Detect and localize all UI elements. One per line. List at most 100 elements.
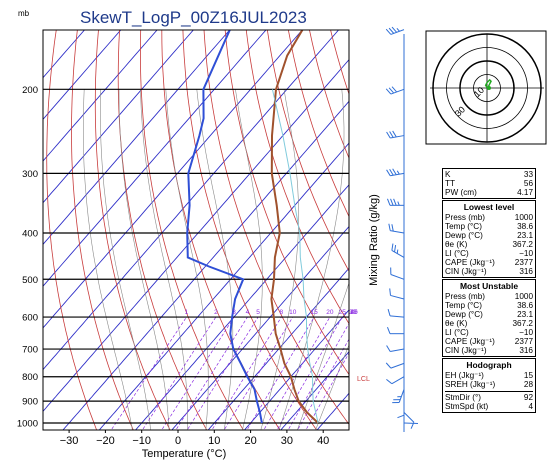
- moist-adiabat-line: [260, 89, 299, 430]
- mixing-ratio-tick-label: 25: [339, 309, 347, 316]
- wind-barb-flag: [385, 88, 392, 95]
- mixing-ratio-tick-label: 5: [256, 309, 260, 316]
- moist-adiabat-line: [83, 89, 133, 430]
- wind-barb-staff: [390, 315, 405, 318]
- wind-barb-flag: [410, 422, 415, 429]
- x-tick-label: −20: [96, 435, 115, 447]
- mixing-ratio-line: [141, 316, 217, 430]
- wind-barb: [392, 389, 405, 404]
- wind-barb-flag: [389, 131, 394, 138]
- isotherm-line: [43, 30, 303, 329]
- stat-label: Dewp (°C): [445, 231, 483, 240]
- stat-row: Temp (°C) 38.6: [445, 301, 533, 310]
- stat-row: CAPE (Jkg⁻¹) 2377: [445, 337, 533, 346]
- stability-indices-panel: K 33 TT 56 PW (cm) 4.17 Lowest level Press (m…: [442, 168, 536, 414]
- x-tick-label: −10: [132, 435, 151, 447]
- wind-barb-staff: [390, 135, 405, 139]
- dry-adiabat-line: [182, 30, 318, 430]
- hodograph-stats-box: Hodograph EH (Jkg⁻¹) 15 SREH (Jkg⁻¹) 28 Stm…: [442, 358, 536, 413]
- stat-value: 23.1: [517, 231, 533, 240]
- stat-value: 15: [523, 371, 533, 380]
- hodograph-ring-label: 10: [472, 85, 486, 99]
- mixing-ratio-line: [287, 322, 349, 430]
- stat-value: 2377: [514, 337, 533, 346]
- x-tick-label: −30: [60, 435, 79, 447]
- mixing-ratio-tick-label: 3: [232, 309, 236, 316]
- wind-barb-staff: [390, 172, 405, 177]
- wind-barb-flag: [386, 326, 391, 334]
- wind-barb-flag: [386, 169, 391, 177]
- stat-label: Press (mb): [445, 292, 486, 301]
- wind-barb-staff: [390, 274, 405, 280]
- mixing-ratio-line: [110, 316, 187, 430]
- wind-barb: [388, 223, 405, 234]
- dry-adiabat-line: [203, 30, 349, 425]
- stat-row: CIN (Jkg⁻¹) 316: [445, 267, 533, 276]
- moist-adiabat-line: [297, 282, 349, 430]
- wind-barb-flag: [389, 288, 391, 296]
- y-tick-label: 600: [22, 313, 38, 324]
- mixing-ratio-tick-label: 15: [311, 309, 319, 316]
- stat-row: LI (°C) −10: [445, 249, 533, 258]
- stat-row: Temp (°C) 38.6: [445, 222, 533, 231]
- stat-row: Press (mb) 1000: [445, 292, 533, 301]
- stat-row: θe (K) 367.2: [445, 319, 533, 328]
- hodograph-trace: [484, 78, 492, 90]
- wind-barb-flag: [394, 244, 397, 253]
- wind-barb: [386, 130, 405, 139]
- wind-barb-staff: [390, 88, 405, 95]
- isotherm-line: [43, 30, 231, 246]
- wind-barb: [389, 288, 405, 300]
- stat-value: 33: [523, 170, 533, 179]
- stat-label: TT: [445, 179, 456, 188]
- wind-barb-staff: [390, 362, 405, 369]
- wind-barb-flag: [397, 414, 405, 419]
- hodograph-stats-title: Hodograph: [466, 360, 512, 370]
- x-tick-label: 40: [317, 435, 329, 447]
- wind-barb: [386, 198, 404, 206]
- moist-adiabat-line: [196, 89, 234, 430]
- mixing-ratio-line: [223, 316, 294, 430]
- stat-label: CIN (Jkg⁻¹): [445, 267, 487, 276]
- wind-barb-flag: [392, 130, 397, 138]
- dry-adiabat-line: [140, 30, 244, 430]
- wind-barb: [403, 412, 415, 429]
- wind-barb-flag: [396, 27, 400, 32]
- stat-row: Dewp (°C) 23.1: [445, 310, 533, 319]
- isotherm-line: [243, 309, 349, 430]
- stat-label: StmSpd (kt): [445, 402, 489, 411]
- stat-value: 4: [528, 402, 533, 411]
- stat-label: K: [445, 170, 451, 179]
- stat-row: Dewp (°C) 23.1: [445, 231, 533, 240]
- stat-row: StmDir (°) 92: [445, 393, 533, 402]
- isotherm-line: [280, 350, 349, 430]
- wind-barb: [386, 326, 404, 335]
- x-tick-label: 30: [281, 435, 293, 447]
- stat-label: StmDir (°): [445, 393, 482, 402]
- dry-adiabat-line: [46, 30, 98, 430]
- wind-barb: [385, 86, 405, 95]
- stat-value: 1000: [514, 292, 533, 301]
- x-tick-label: 10: [208, 435, 220, 447]
- mixing-ratio-tick-label: 8: [280, 309, 284, 316]
- stat-value: 23.1: [517, 310, 533, 319]
- stat-label: Dewp (°C): [445, 310, 483, 319]
- stat-label: PW (cm): [445, 188, 477, 197]
- moist-adiabat-line: [100, 89, 151, 430]
- wind-barb-flag: [388, 87, 395, 94]
- hodograph-frame: [425, 30, 547, 145]
- wind-barb-staff: [390, 230, 405, 234]
- stat-value: 56: [523, 179, 533, 188]
- isotherm-line: [43, 30, 267, 287]
- mixing-ratio-tick-label: 20: [326, 309, 334, 316]
- dry-adiabat-line: [309, 30, 349, 160]
- y-tick-label: 300: [22, 169, 38, 180]
- wind-barb-flag: [386, 198, 391, 206]
- mixing-ratio-line: [297, 338, 349, 430]
- wind-barb-flag: [391, 243, 394, 251]
- y-tick-label: 500: [22, 275, 38, 286]
- stat-row: PW (cm) 4.17: [445, 188, 533, 197]
- stat-value: 1000: [514, 213, 533, 222]
- mixing-ratio-line: [305, 352, 349, 430]
